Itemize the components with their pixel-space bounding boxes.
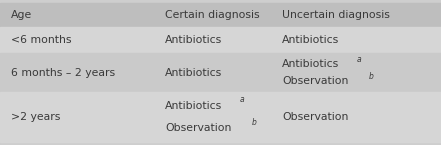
Text: Antibiotics: Antibiotics xyxy=(165,101,223,111)
Bar xyxy=(0,27,441,53)
Text: <6 months: <6 months xyxy=(11,35,71,45)
Text: Antibiotics: Antibiotics xyxy=(165,35,223,45)
Text: b: b xyxy=(369,72,374,81)
Text: Uncertain diagnosis: Uncertain diagnosis xyxy=(282,10,390,20)
Text: a: a xyxy=(357,55,362,64)
Text: Observation: Observation xyxy=(165,123,232,133)
Bar xyxy=(0,92,441,142)
Bar xyxy=(0,53,441,92)
Text: Antibiotics: Antibiotics xyxy=(282,35,340,45)
Text: a: a xyxy=(240,95,245,104)
Text: Certain diagnosis: Certain diagnosis xyxy=(165,10,260,20)
Text: Observation: Observation xyxy=(282,112,349,122)
Text: 6 months – 2 years: 6 months – 2 years xyxy=(11,68,115,77)
Text: b: b xyxy=(252,117,257,126)
Text: Age: Age xyxy=(11,10,32,20)
Bar xyxy=(0,3,441,27)
Text: Antibiotics: Antibiotics xyxy=(165,68,223,77)
Text: Antibiotics: Antibiotics xyxy=(282,59,340,69)
Text: >2 years: >2 years xyxy=(11,112,60,122)
Text: Observation: Observation xyxy=(282,76,349,86)
